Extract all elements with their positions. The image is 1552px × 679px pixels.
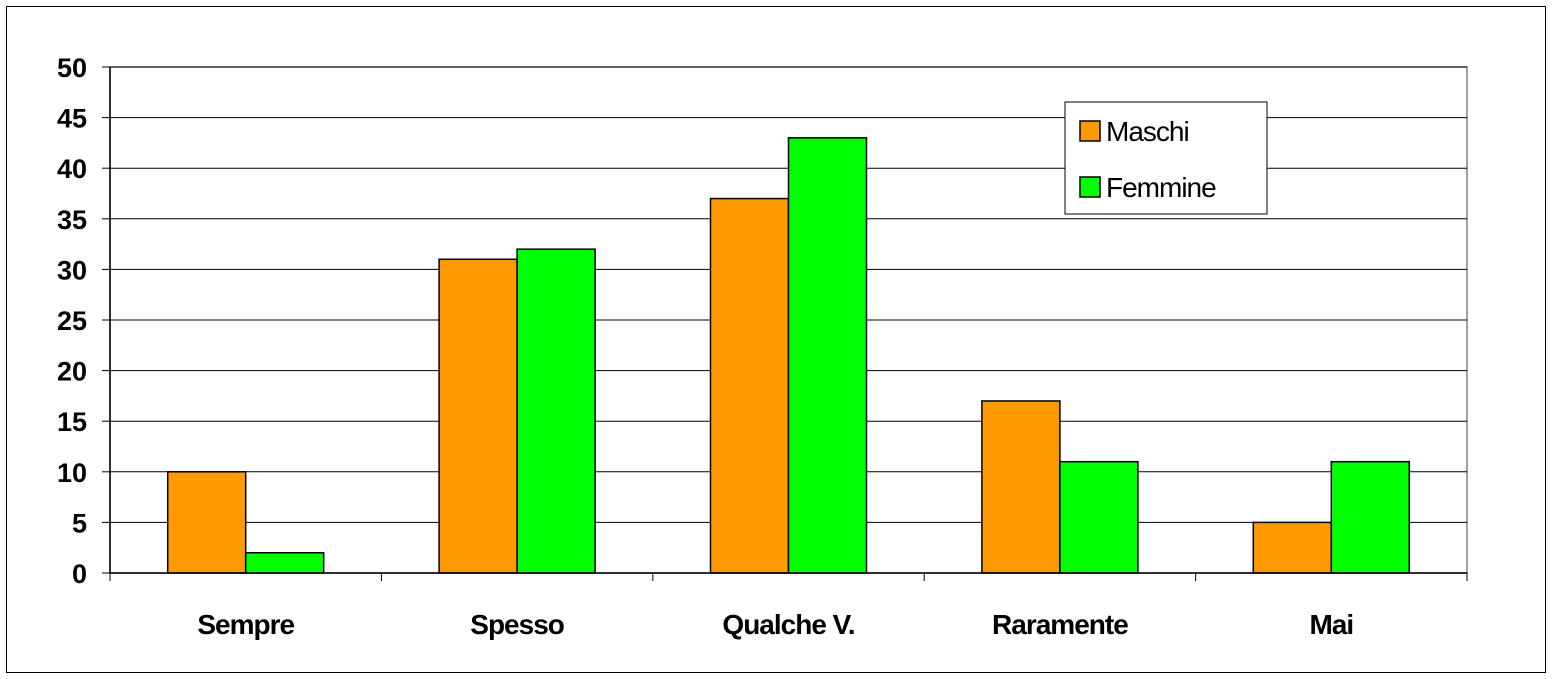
legend-swatch-femmine	[1079, 176, 1101, 198]
bar-femmine-2	[516, 248, 596, 574]
y-tick-label: 5	[72, 508, 87, 538]
bar-femmine-3	[787, 137, 868, 574]
legend-swatch-maschi	[1079, 120, 1101, 142]
x-tick-label: Raramente	[992, 609, 1128, 640]
bar-maschi-2	[438, 258, 518, 574]
bar-maschi-5	[1252, 521, 1333, 574]
y-tick-label: 20	[57, 357, 87, 387]
y-tick-label: 35	[57, 205, 87, 235]
x-tick-label: Qualche V.	[722, 609, 854, 640]
legend-label-femmine: Femmine	[1106, 172, 1216, 203]
y-tick-label: 0	[72, 559, 87, 589]
bar-maschi-3	[709, 197, 790, 574]
y-tick-label: 40	[57, 154, 87, 184]
x-tick-label: Sempre	[197, 609, 294, 640]
x-tick-label: Spesso	[470, 609, 564, 640]
axes	[102, 66, 1468, 581]
y-tick-label: 50	[57, 53, 87, 83]
legend: Maschi Femmine	[1064, 101, 1268, 215]
bar-femmine-5	[1330, 460, 1411, 574]
y-tick-label: 15	[57, 407, 87, 437]
y-tick-label: 10	[57, 458, 87, 488]
x-tick-label: Mai	[1309, 609, 1353, 640]
bar-maschi-1	[166, 471, 247, 574]
legend-label-maschi: Maschi	[1106, 116, 1189, 147]
y-tick-label: 45	[57, 104, 87, 134]
bar-femmine-4	[1059, 460, 1139, 574]
axis-labels: 0 5 10 15 20 25 30 35 40 45 50 Sempre Spesso Qualche …	[57, 53, 1354, 640]
bar-maschi-4	[981, 400, 1061, 574]
y-tick-label: 25	[57, 306, 87, 336]
y-tick-label: 30	[57, 255, 87, 285]
bar-femmine-1	[244, 552, 325, 574]
